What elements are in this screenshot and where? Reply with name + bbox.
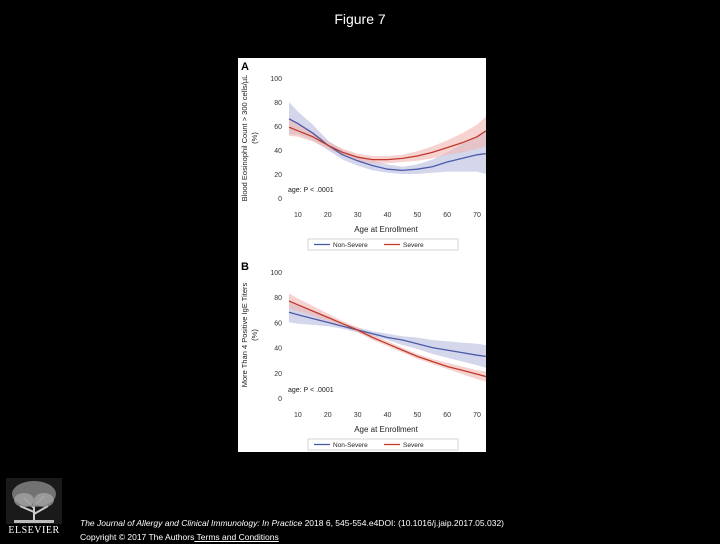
legend-box	[307, 238, 459, 251]
chart-panel-B: B 0 20 40 60 80 100 10 20 30 40 50 60 70 age: P < .000…	[240, 261, 486, 451]
legend-box	[307, 438, 459, 451]
series-line-severe	[288, 300, 486, 378]
x-tick-label: 30	[354, 412, 362, 419]
y-tick-label: 100	[270, 270, 282, 277]
y-tick-label: 100	[270, 76, 282, 83]
y-tick-label: 0	[278, 196, 282, 203]
y-tick-label: 80	[274, 100, 282, 107]
p-value-annotation: age: P < .0001	[288, 387, 334, 394]
x-tick-label: 10	[294, 412, 302, 419]
copyright-line: Copyright © 2017 The Authors Terms and C…	[80, 530, 504, 544]
x-tick-label: 50	[413, 212, 421, 219]
x-axis-label: Age at Enrollment	[354, 425, 418, 434]
elsevier-tree-logo	[6, 478, 62, 524]
figure-title: Figure 7	[334, 11, 386, 27]
series-line-non-severe	[288, 311, 486, 358]
panel-label: B	[241, 261, 249, 273]
legend-label-non-severe: Non-Severe	[333, 242, 368, 249]
x-tick-label: 70	[473, 412, 481, 419]
figure-footer: The Journal of Allergy and Clinical Immu…	[80, 516, 504, 544]
terms-and-conditions-link[interactable]: Terms and Conditions	[194, 532, 279, 542]
x-tick-label: 50	[413, 412, 421, 419]
citation-text: 2018 6, 545-554.e4DOI: (10.1016/j.jaip.2…	[302, 518, 505, 528]
x-tick-label: 70	[473, 212, 481, 219]
x-tick-label: 10	[294, 212, 302, 219]
x-tick-label: 20	[324, 212, 332, 219]
figure-panel: A 0 20 40 60 80 100 10 20 30 40 50 60 70 age: P < .000…	[238, 58, 486, 452]
x-tick-label: 60	[443, 212, 451, 219]
y-axis-label: (%)	[250, 132, 259, 144]
y-tick-label: 80	[274, 295, 282, 302]
y-tick-label: 60	[274, 124, 282, 131]
x-tick-label: 30	[354, 212, 362, 219]
x-tick-label: 40	[384, 412, 392, 419]
confidence-band-non-severe	[289, 302, 486, 368]
legend-label-severe: Severe	[403, 442, 424, 449]
y-tick-label: 60	[274, 320, 282, 327]
y-tick-label: 20	[274, 371, 282, 378]
y-tick-label: 0	[278, 396, 282, 403]
publisher-logo-text: ELSEVIER	[8, 525, 60, 536]
y-axis-label: Blood Eosinophil Count > 300 cells/µL	[240, 75, 249, 202]
legend-label-severe: Severe	[403, 242, 424, 249]
y-tick-label: 40	[274, 148, 282, 155]
y-axis-label: (%)	[250, 329, 259, 341]
confidence-band-severe	[289, 293, 486, 382]
confidence-band-non-severe	[289, 102, 486, 174]
citation-line: The Journal of Allergy and Clinical Immu…	[80, 516, 504, 530]
series-line-severe	[288, 126, 486, 161]
x-tick-label: 40	[384, 212, 392, 219]
x-axis-label: Age at Enrollment	[354, 225, 418, 234]
chart-panel-A: A 0 20 40 60 80 100 10 20 30 40 50 60 70 age: P < .000…	[240, 61, 486, 251]
y-axis-label: More Than 4 Positive IgE Titers	[240, 283, 249, 388]
legend-label-non-severe: Non-Severe	[333, 442, 368, 449]
series-line-non-severe	[288, 118, 486, 172]
y-tick-label: 20	[274, 172, 282, 179]
x-tick-label: 60	[443, 412, 451, 419]
journal-name: The Journal of Allergy and Clinical Immu…	[80, 518, 303, 528]
panel-label: A	[241, 61, 249, 73]
copyright-text: Copyright © 2017 The Authors	[80, 532, 195, 542]
p-value-annotation: age: P < .0001	[288, 187, 334, 194]
x-tick-label: 20	[324, 412, 332, 419]
y-tick-label: 40	[274, 346, 282, 353]
